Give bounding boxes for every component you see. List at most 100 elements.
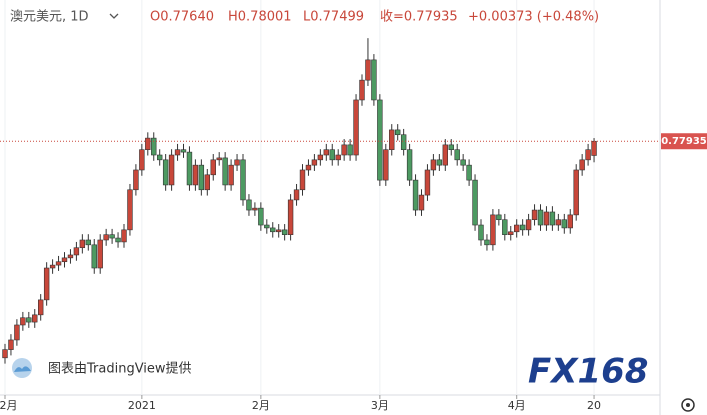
candle-body	[519, 224, 526, 231]
x-tick-label: 2021	[128, 399, 156, 412]
candle-body	[448, 144, 454, 150]
candle-body	[305, 164, 312, 171]
settings-icon[interactable]	[681, 398, 695, 412]
candle-body	[555, 219, 562, 226]
candle-body	[275, 229, 282, 233]
header-open: O0.77640	[150, 10, 214, 25]
candle-body	[151, 137, 157, 156]
candle-body	[579, 159, 585, 171]
candle-body	[513, 224, 520, 233]
candle-body	[299, 169, 306, 191]
candle-body	[460, 159, 466, 166]
candle-body	[192, 164, 199, 186]
candle-body	[365, 59, 371, 81]
candle-body	[145, 137, 151, 150]
header-high: H0.78001	[228, 10, 292, 25]
candle-body	[85, 239, 92, 246]
watermark: FX168	[528, 352, 648, 392]
candle-body	[281, 229, 288, 235]
candle-body	[394, 129, 401, 136]
header-close: 收=0.77935	[380, 10, 458, 25]
candle-body	[573, 169, 579, 216]
candle-body	[133, 169, 139, 191]
candle-body	[91, 244, 97, 269]
x-tick-label: 2月	[252, 399, 270, 412]
candle-body	[311, 159, 318, 166]
candle-body	[157, 154, 163, 161]
candle-body	[67, 254, 74, 259]
candle-body	[400, 134, 407, 150]
candle-body	[228, 164, 234, 186]
candle-body	[359, 79, 365, 101]
candle-body	[430, 159, 437, 171]
candle-body	[525, 219, 532, 231]
candle-body	[353, 99, 359, 156]
candle-body	[26, 317, 32, 323]
symbol[interactable]: 澳元美元, 1D	[10, 9, 89, 25]
candle-body	[204, 174, 210, 191]
x-tick-label: 4月	[508, 399, 526, 412]
candle-body	[32, 314, 38, 323]
candle-body	[335, 154, 341, 161]
candle-body	[561, 219, 568, 229]
credit[interactable]: 图表由TradingView提供	[48, 361, 192, 377]
candle-body	[8, 339, 14, 350]
candle-body	[293, 189, 300, 201]
candle-body	[79, 239, 86, 249]
candle-body	[466, 164, 472, 181]
candle-body	[484, 239, 490, 246]
candle-body	[490, 214, 496, 246]
candle-body	[436, 159, 443, 166]
candle-body	[20, 317, 26, 326]
candle-body	[115, 237, 121, 243]
candle-body	[454, 149, 460, 161]
candle-body	[389, 129, 395, 150]
candle-body	[543, 211, 550, 226]
candle-body	[585, 149, 591, 161]
candle-body	[246, 199, 252, 211]
candle-body	[549, 211, 556, 226]
candle-body	[2, 349, 8, 359]
candle-body	[168, 154, 175, 186]
candle-body	[216, 157, 222, 161]
candle-body	[14, 324, 20, 341]
candle-body	[508, 231, 514, 235]
candle-body	[198, 164, 205, 191]
candle-body	[412, 179, 419, 211]
candle-body	[97, 239, 103, 269]
x-tick-label: 12月	[0, 399, 18, 412]
candle-body	[341, 144, 347, 156]
candle-body	[496, 214, 502, 221]
candle-body	[234, 159, 240, 166]
candle-body	[531, 209, 538, 221]
candle-body	[537, 209, 544, 226]
candle-body	[377, 99, 383, 181]
header-low: L0.77499	[303, 10, 364, 25]
candle-body	[73, 247, 80, 256]
candle-body	[37, 299, 44, 316]
x-tick-label: 3月	[371, 399, 389, 412]
candle-body	[317, 154, 324, 161]
candle-body	[240, 159, 246, 201]
candle-body	[109, 234, 115, 239]
candle-body	[252, 207, 258, 211]
candle-body	[127, 189, 133, 231]
candle-body	[162, 159, 169, 186]
candle-body	[186, 151, 193, 186]
header-change: +0.00373 (+0.48%)	[468, 10, 599, 25]
candle-body	[567, 214, 573, 229]
interval-dropdown[interactable]	[109, 13, 119, 19]
candle-body	[270, 227, 276, 233]
candle-body	[591, 140, 597, 156]
candle-body	[103, 234, 109, 241]
candle-body	[264, 224, 270, 229]
candle-body	[43, 267, 50, 301]
candle-body	[180, 149, 187, 153]
candle-body	[323, 149, 329, 156]
candle-body	[472, 179, 478, 226]
candle-body	[424, 169, 431, 196]
candle-body	[418, 194, 425, 211]
candle-body	[210, 159, 216, 176]
candle-body	[55, 261, 62, 266]
